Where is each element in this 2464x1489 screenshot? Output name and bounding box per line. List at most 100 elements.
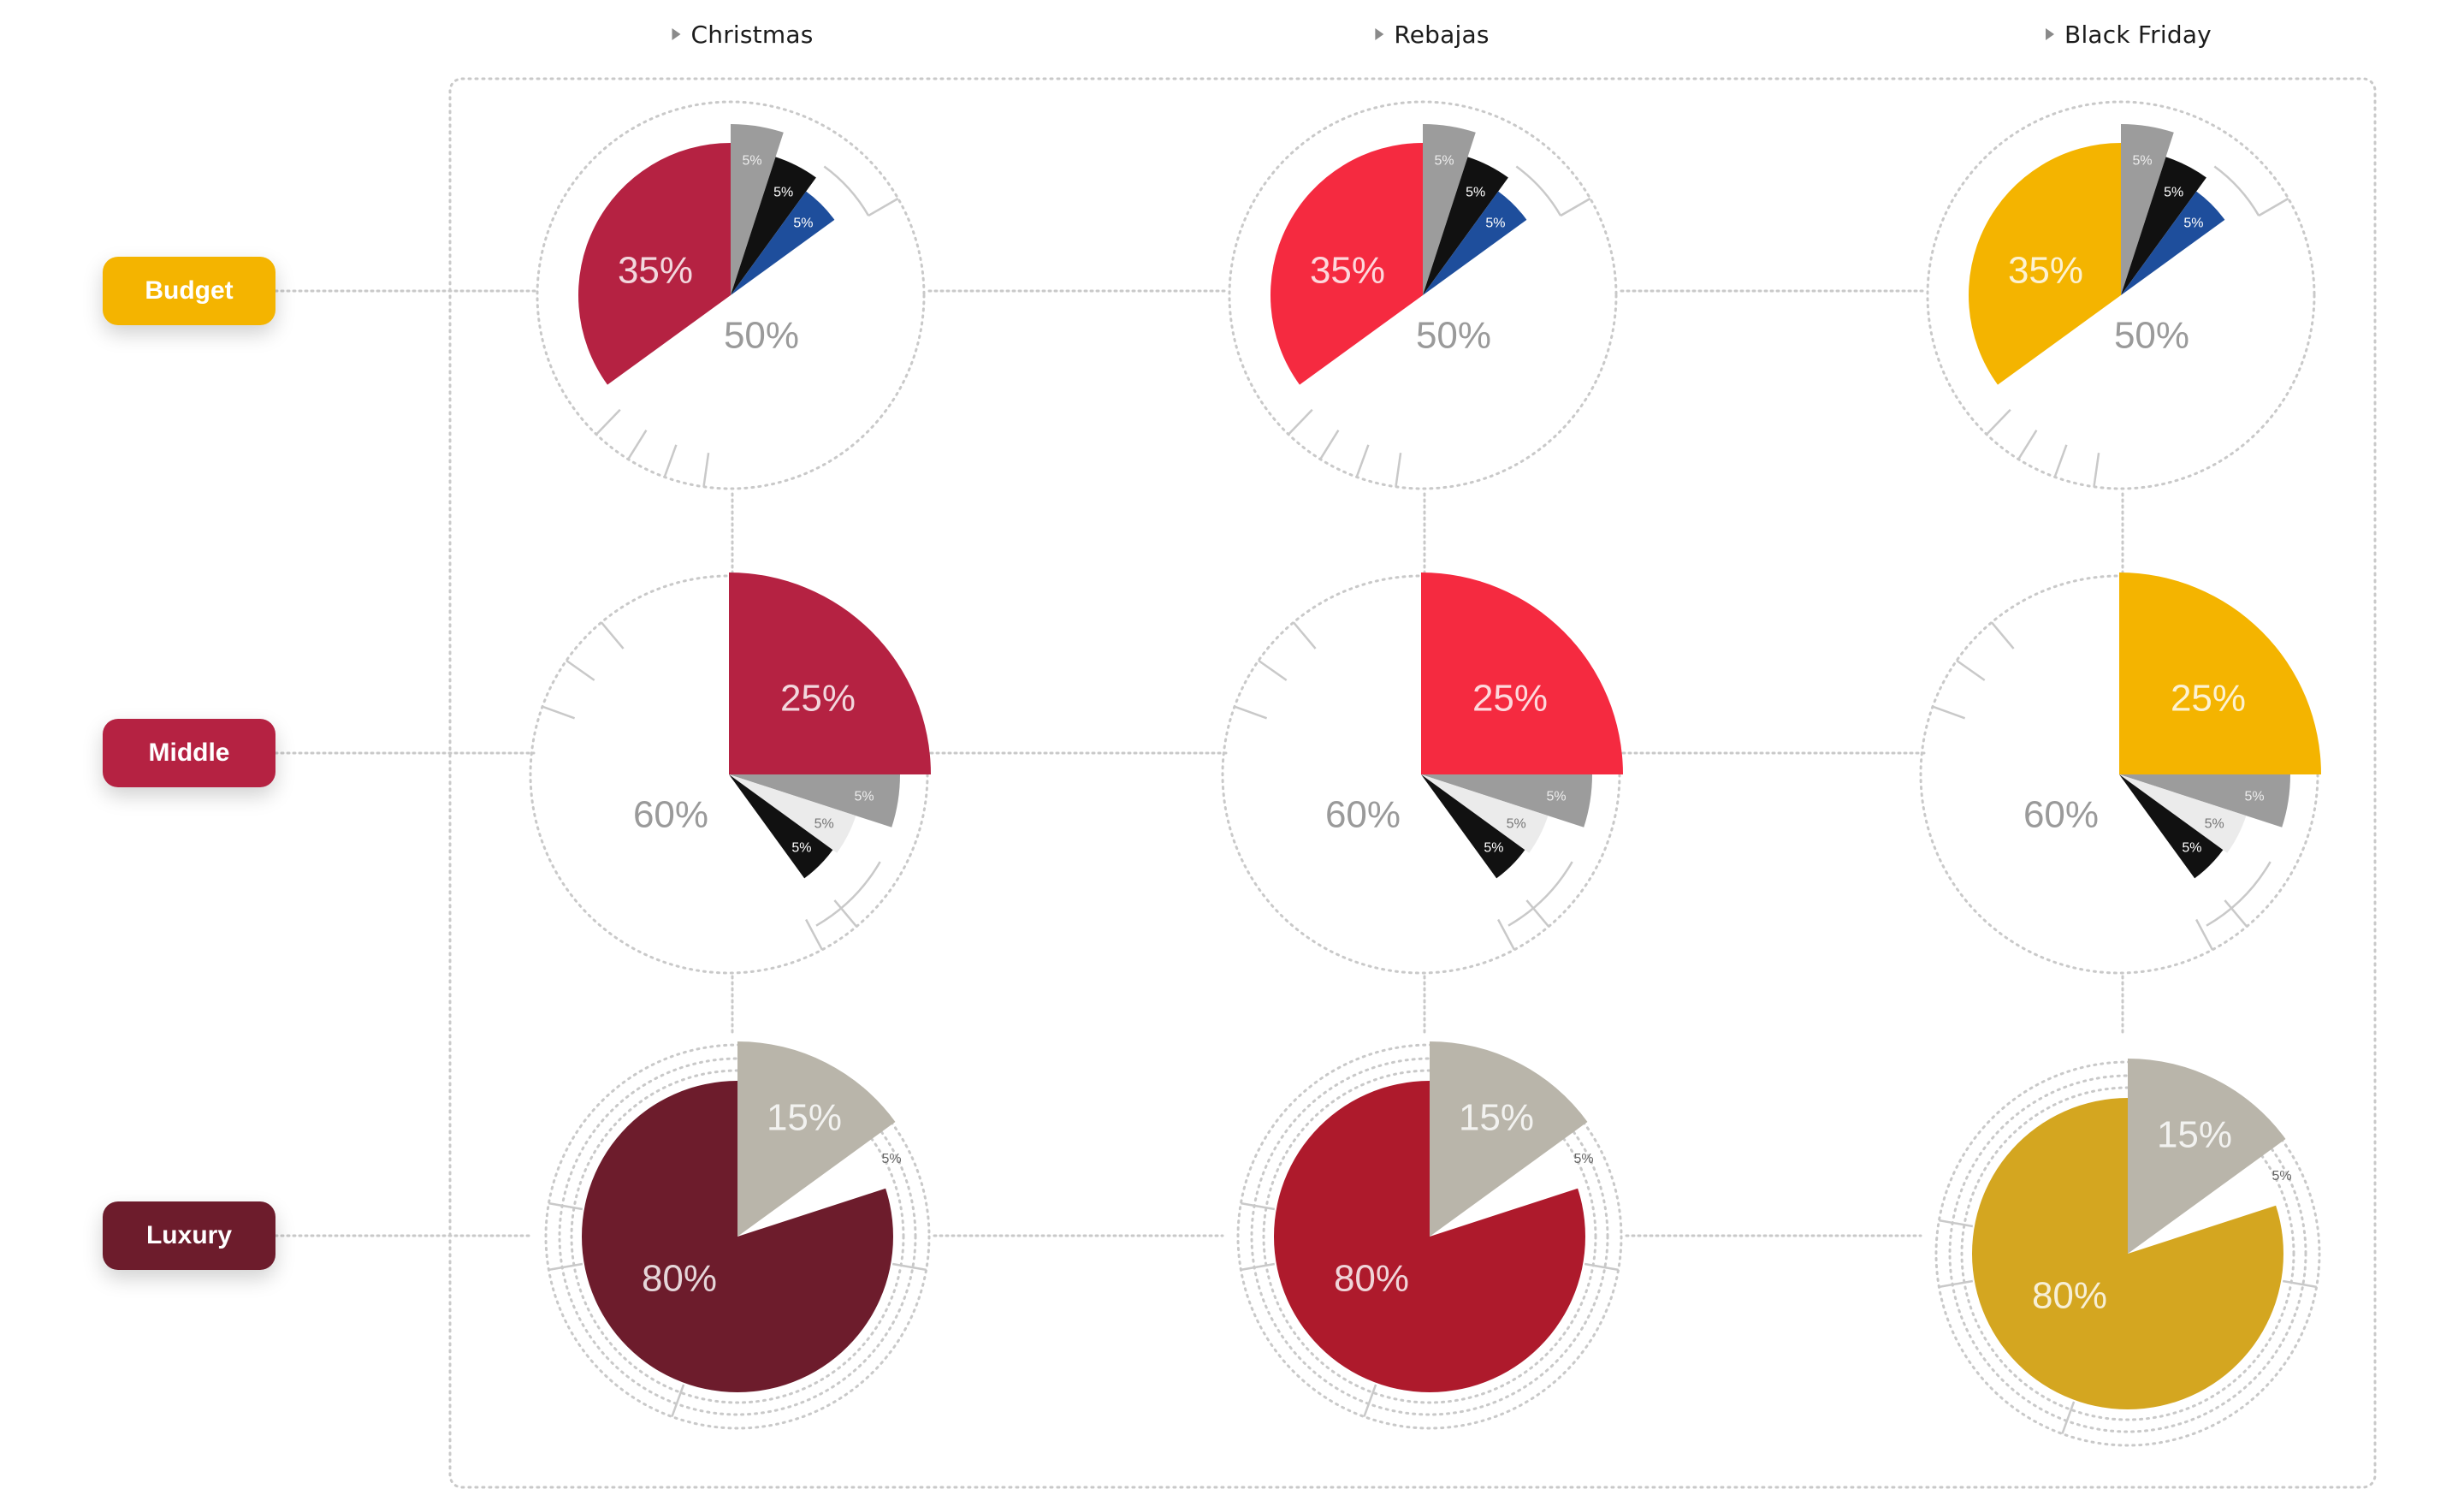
- pie-luxury-christmas: 15% 5% 80%: [544, 1041, 931, 1430]
- guide-arc: [823, 165, 870, 217]
- slice-label: 60%: [1325, 793, 1401, 835]
- column-header-christmas[interactable]: Christmas: [672, 19, 814, 50]
- tick-mark: [542, 705, 576, 720]
- slice-label: 5%: [1466, 185, 1485, 199]
- pie-slice: [1421, 774, 1549, 853]
- pie-luxury-rebajas: 15% 5% 80%: [1236, 1041, 1623, 1430]
- slice-label: 50%: [1416, 314, 1491, 356]
- slice-label: 50%: [2114, 314, 2189, 356]
- slice-label: 15%: [1459, 1096, 1534, 1138]
- slice-label: 5%: [814, 816, 834, 831]
- guide-arc: [2206, 861, 2272, 927]
- slice-label: 5%: [854, 790, 874, 804]
- pie-middle-christmas: 25%5%5%5%60%: [529, 572, 931, 975]
- slice-label: 25%: [2171, 677, 2246, 719]
- pie-slice: [729, 774, 900, 828]
- pie-slice: [1421, 774, 1592, 828]
- tick-mark: [1990, 621, 2015, 650]
- row-label-luxury[interactable]: Luxury: [103, 1201, 275, 1270]
- tick-mark: [702, 453, 710, 487]
- tick-mark: [1234, 705, 1268, 720]
- slice-label: 5%: [2132, 154, 2152, 169]
- guide-arc: [1515, 165, 1562, 217]
- tick-mark: [663, 444, 678, 478]
- outer-ring: [1926, 100, 2316, 490]
- tick-mark: [1939, 1279, 1974, 1289]
- slice-label: 5%: [2205, 816, 2224, 831]
- column-label: Rebajas: [1394, 20, 1490, 49]
- row-label-middle[interactable]: Middle: [103, 719, 275, 787]
- tick-mark: [2194, 918, 2214, 951]
- tick-mark: [1939, 1219, 1974, 1228]
- pie-slice: [1423, 124, 1476, 295]
- tick-mark: [1395, 453, 1402, 487]
- tick-mark: [1355, 444, 1370, 478]
- slice-label: 60%: [2023, 793, 2099, 835]
- pie-budget-rebajas: 5% 5% 5% 50% 35%: [1228, 100, 1618, 490]
- slice-label: 35%: [618, 249, 693, 291]
- pie-slice: [2119, 774, 2290, 828]
- tick-mark: [548, 1262, 583, 1272]
- pie-budget-black-friday: 5% 5% 5% 50% 35%: [1926, 100, 2316, 490]
- pie-slice: [1423, 191, 1527, 295]
- outer-ring: [1228, 100, 1618, 490]
- tick-mark: [1956, 659, 1986, 681]
- pie-slice: [2121, 191, 2225, 295]
- slice-label: 5%: [881, 1152, 901, 1166]
- slice-label: 80%: [2032, 1274, 2107, 1316]
- slice-label: 5%: [1434, 154, 1454, 169]
- guide-arc: [2213, 165, 2260, 217]
- pie-budget-christmas: 5% 5% 5% 50% 35%: [536, 100, 926, 490]
- slice-label: 25%: [1472, 677, 1548, 719]
- tick-mark: [1258, 659, 1288, 681]
- tick-mark: [2017, 430, 2038, 460]
- pie-slice: [581, 1081, 893, 1392]
- slice-label: 60%: [633, 793, 708, 835]
- outer-ring: [536, 100, 926, 490]
- slice-label: 35%: [2008, 249, 2083, 291]
- inner-ring: [1948, 1074, 2307, 1433]
- pie-slice: [731, 124, 784, 295]
- tick-mark: [891, 1262, 927, 1272]
- pie-slice: [2119, 572, 2321, 774]
- column-header-black-friday[interactable]: Black Friday: [2046, 19, 2212, 50]
- tick-mark: [1288, 408, 1313, 436]
- slice-label: 5%: [1546, 790, 1566, 804]
- tick-mark: [804, 918, 824, 951]
- pie-slice: [1421, 774, 1525, 879]
- row-label-budget[interactable]: Budget: [103, 257, 275, 325]
- slice-label: 15%: [2157, 1113, 2232, 1155]
- slice-label: 5%: [2183, 217, 2203, 231]
- pie-slice: [2121, 157, 2206, 295]
- slice-label: 5%: [793, 217, 813, 231]
- tick-mark: [595, 408, 621, 436]
- tick-mark: [1241, 1262, 1276, 1272]
- pie-slice: [1421, 572, 1623, 774]
- pie-slice: [2121, 124, 2174, 295]
- pie-slice: [578, 142, 731, 385]
- pie-slice: [729, 774, 833, 879]
- column-label: Black Friday: [2064, 20, 2212, 49]
- guide-arc: [1507, 861, 1573, 927]
- tick-mark: [600, 621, 625, 650]
- column-header-rebajas[interactable]: Rebajas: [1375, 19, 1489, 50]
- pie-middle-rebajas: 25% 5% 5% 5% 60%: [1221, 572, 1623, 975]
- pie-slice: [1971, 1098, 2283, 1410]
- pie-slice: [737, 1041, 896, 1237]
- slice-label: 25%: [780, 677, 856, 719]
- pie-middle-black-friday: 25% 5% 5% 5% 60%: [1919, 572, 2321, 975]
- tick-mark: [2258, 197, 2289, 217]
- slice-label: 80%: [1334, 1257, 1409, 1299]
- tick-mark: [1986, 408, 2011, 436]
- play-triangle-icon: [672, 28, 681, 40]
- tick-mark: [1584, 1262, 1619, 1272]
- slice-label: 5%: [791, 841, 811, 856]
- tick-mark: [1363, 1384, 1377, 1417]
- slice-label: 5%: [1507, 816, 1526, 831]
- slice-label: 5%: [742, 154, 761, 169]
- tick-mark: [2224, 899, 2248, 928]
- pie-slice: [2119, 774, 2224, 879]
- slice-label: 5%: [1485, 217, 1505, 231]
- slice-label: 15%: [767, 1096, 842, 1138]
